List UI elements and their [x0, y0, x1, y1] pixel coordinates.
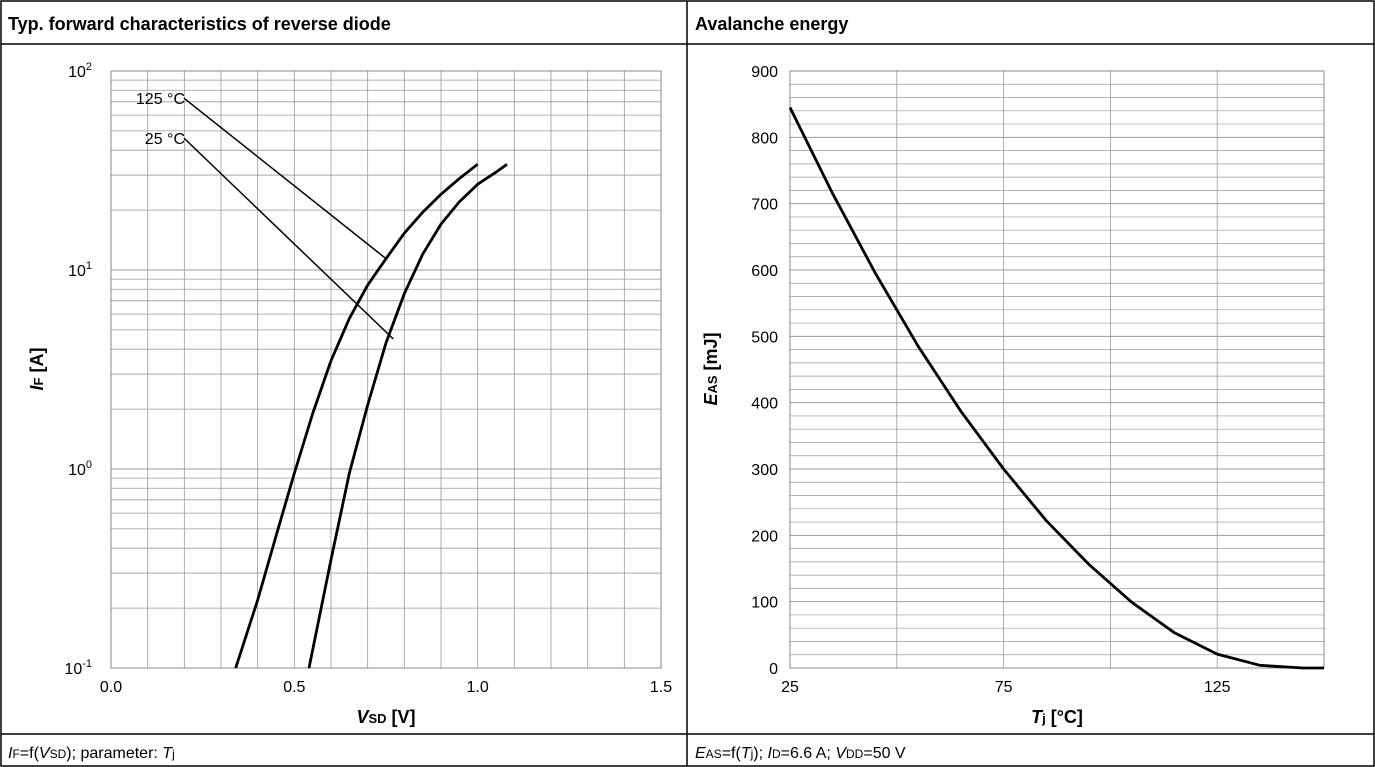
avalanche-y-tick-label: 200 — [751, 528, 778, 545]
diode-x-tick-label: 1.5 — [650, 679, 672, 696]
avalanche-y-tick-label: 0 — [769, 661, 778, 678]
avalanche-y-tick-label: 700 — [751, 197, 778, 214]
avalanche-x-tick-label: 125 — [1204, 679, 1231, 696]
diode-y-tick-label: 100 — [68, 459, 92, 479]
diode-curve-annotations: 125 °C 25 °C — [136, 91, 394, 340]
diode-curve-label: 25 °C — [145, 131, 185, 148]
diode-x-tick-label: 0.0 — [100, 679, 122, 696]
diode-y-axis-label: IF [A] — [27, 348, 47, 391]
diode-chart-grid — [111, 71, 661, 668]
diode-y-tick-labels: 10-1 100 101 102 — [64, 61, 92, 678]
diode-chart-frame — [110, 70, 662, 669]
diode-y-tick-label: 101 — [68, 260, 92, 280]
avalanche-curve — [788, 106, 1324, 670]
diode-y-tick-label: 10-1 — [64, 658, 92, 678]
diode-curve — [307, 163, 508, 669]
diode-leader-line — [183, 137, 394, 340]
avalanche-y-tick-labels: 0 100 200 300 400 500 600 700 800 900 — [751, 64, 778, 678]
diode-y-tick-label: 102 — [68, 61, 92, 81]
avalanche-chart-frame — [789, 70, 1325, 669]
diode-forward-chart: 0.0 0.5 1.0 1.5 10-1 100 101 102 125 °C 25 °C V… — [27, 61, 672, 727]
right-panel-title: Avalanche energy — [695, 14, 848, 34]
avalanche-x-tick-label: 25 — [781, 679, 799, 696]
avalanche-y-tick-label: 400 — [751, 396, 778, 413]
avalanche-energy-chart: 25 75 125 0 100 200 300 400 500 600 700 800 900 Tj … — [701, 64, 1325, 727]
avalanche-y-axis-label: EAS [mJ] — [701, 332, 721, 405]
avalanche-x-axis-label: Tj [°C] — [1031, 707, 1083, 727]
avalanche-y-tick-label: 800 — [751, 130, 778, 147]
left-panel-title: Typ. forward characteristics of reverse … — [8, 14, 391, 34]
diode-x-tick-labels: 0.0 0.5 1.0 1.5 — [100, 679, 672, 696]
avalanche-x-tick-labels: 25 75 125 — [781, 679, 1231, 696]
diode-curve-label: 125 °C — [136, 91, 185, 108]
right-panel-footer: EAS=f(Tj); ID=6.6 A; VDD=50 V — [695, 745, 906, 762]
avalanche-y-tick-label: 600 — [751, 263, 778, 280]
diode-x-tick-label: 1.0 — [467, 679, 489, 696]
avalanche-y-tick-label: 100 — [751, 595, 778, 612]
diode-x-axis-label: VSD [V] — [356, 707, 415, 727]
diode-curve — [234, 163, 479, 669]
diode-leader-line — [183, 97, 387, 260]
avalanche-x-tick-label: 75 — [995, 679, 1013, 696]
avalanche-y-tick-label: 900 — [751, 64, 778, 81]
diode-x-tick-label: 0.5 — [283, 679, 305, 696]
avalanche-y-tick-label: 300 — [751, 462, 778, 479]
diode-curves — [234, 163, 508, 669]
avalanche-curves — [788, 106, 1324, 670]
left-panel-footer: IF=f(VSD); parameter: Tj — [8, 745, 175, 762]
avalanche-chart-grid — [790, 71, 1324, 668]
avalanche-y-tick-label: 500 — [751, 329, 778, 346]
